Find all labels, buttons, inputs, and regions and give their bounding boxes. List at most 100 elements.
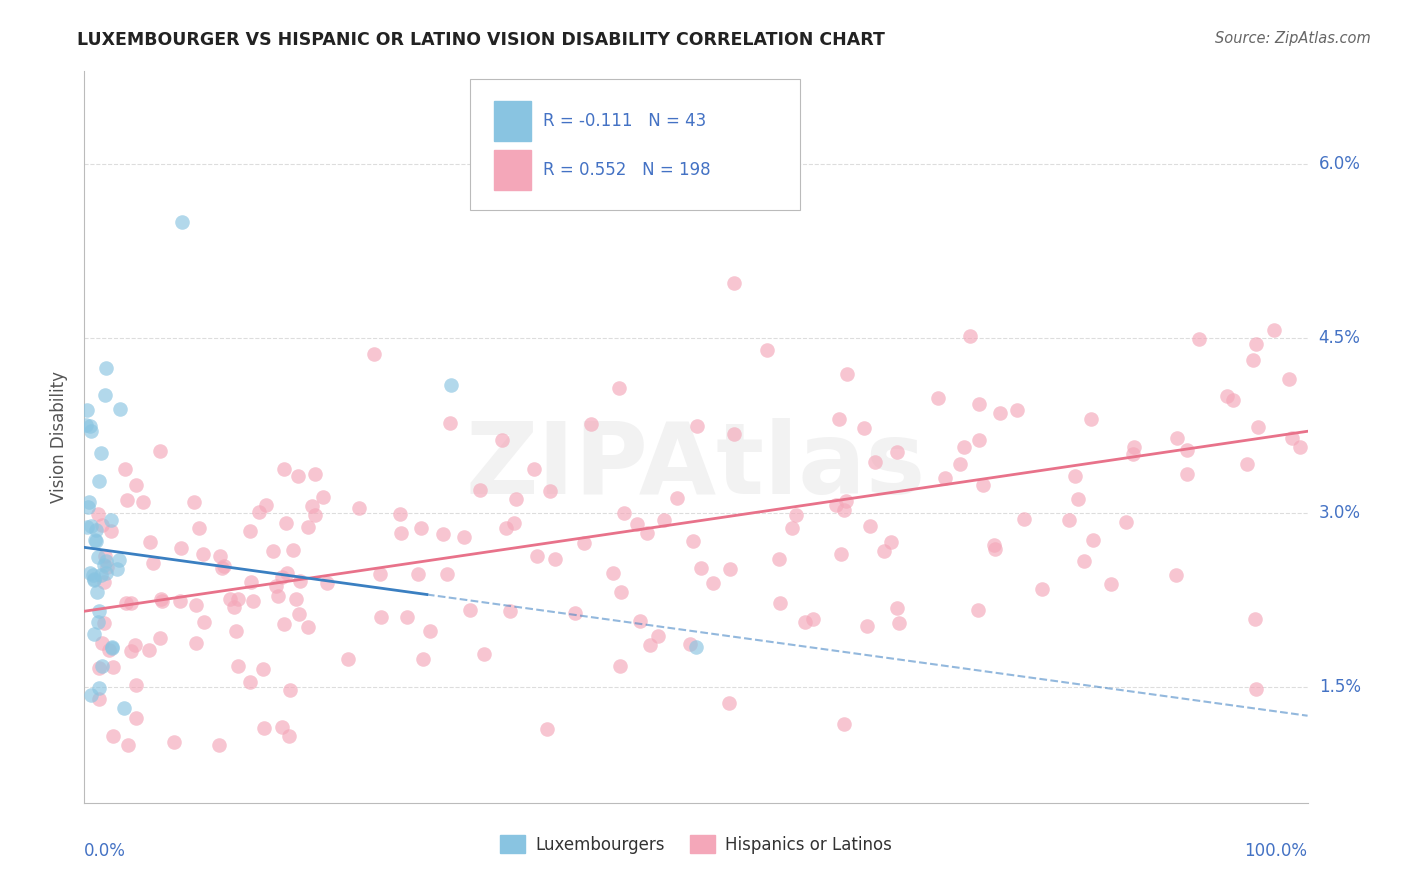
Point <box>1188 332 1211 346</box>
Point <box>768 552 790 566</box>
Point <box>828 412 851 426</box>
Point <box>647 629 669 643</box>
Point <box>301 499 323 513</box>
Point <box>1216 388 1239 402</box>
Point <box>83 572 105 586</box>
Point <box>108 401 131 416</box>
Point <box>222 600 245 615</box>
Text: ZIPAtlas: ZIPAtlas <box>465 417 927 515</box>
Point <box>79 495 101 509</box>
Point <box>120 596 142 610</box>
Point <box>880 535 903 549</box>
Point <box>274 516 297 531</box>
Point <box>267 589 290 603</box>
Point <box>389 507 412 521</box>
Point <box>304 508 326 523</box>
Point <box>316 575 339 590</box>
Point <box>91 518 114 533</box>
Point <box>1278 371 1301 385</box>
Point <box>254 499 277 513</box>
Point <box>837 367 859 381</box>
Point <box>209 549 232 563</box>
Point <box>666 491 689 505</box>
Point <box>1263 323 1285 337</box>
Point <box>396 610 419 624</box>
Point <box>609 381 631 395</box>
Text: 4.5%: 4.5% <box>1319 329 1361 347</box>
Point <box>626 516 648 531</box>
Point <box>886 445 908 459</box>
FancyBboxPatch shape <box>470 78 800 211</box>
Point <box>1123 440 1146 454</box>
Point <box>609 585 631 599</box>
Point <box>304 467 326 481</box>
Point <box>284 591 307 606</box>
Point <box>1115 515 1137 529</box>
Point <box>636 525 658 540</box>
Point <box>458 603 481 617</box>
Y-axis label: Vision Disability: Vision Disability <box>51 371 69 503</box>
Point <box>79 419 101 434</box>
Point <box>682 534 704 549</box>
Point <box>188 521 211 535</box>
Point <box>785 508 807 522</box>
Point <box>780 521 803 535</box>
Point <box>652 513 675 527</box>
Point <box>84 533 107 548</box>
Point <box>183 495 205 509</box>
Point <box>117 493 139 508</box>
Point <box>226 592 249 607</box>
Point <box>679 637 702 651</box>
Point <box>984 542 1007 557</box>
Point <box>90 567 112 582</box>
Point <box>142 556 165 570</box>
Point <box>98 643 121 657</box>
Point <box>193 547 215 561</box>
Point <box>852 420 875 434</box>
Point <box>436 567 458 582</box>
Point <box>572 536 595 550</box>
Point <box>830 547 852 561</box>
Point <box>79 566 101 580</box>
Point <box>120 643 142 657</box>
Point <box>288 607 311 621</box>
Point <box>138 642 160 657</box>
Point <box>75 418 97 433</box>
Point <box>972 477 994 491</box>
Point <box>368 567 391 582</box>
Point <box>638 638 661 652</box>
Text: Source: ZipAtlas.com: Source: ZipAtlas.com <box>1215 31 1371 46</box>
Point <box>1080 412 1102 426</box>
Point <box>273 461 295 475</box>
Point <box>859 518 882 533</box>
Point <box>453 530 475 544</box>
Point <box>832 717 855 731</box>
Point <box>214 558 236 573</box>
Point <box>87 604 110 618</box>
Point <box>717 696 740 710</box>
Point <box>287 468 309 483</box>
Point <box>873 543 896 558</box>
Point <box>115 597 138 611</box>
Point <box>131 494 153 508</box>
Point <box>526 549 548 563</box>
Point <box>239 524 262 539</box>
Point <box>83 627 105 641</box>
Point <box>270 570 292 584</box>
Point <box>609 658 631 673</box>
Point <box>87 661 110 675</box>
Point <box>389 525 412 540</box>
Point <box>240 574 263 589</box>
Point <box>124 638 146 652</box>
Point <box>108 553 131 567</box>
Point <box>93 558 115 572</box>
Point <box>87 550 110 565</box>
Point <box>363 347 385 361</box>
Point <box>370 610 392 624</box>
Point <box>1247 420 1270 434</box>
Point <box>84 523 107 537</box>
Point <box>1244 612 1267 626</box>
Point <box>1222 392 1244 407</box>
Point <box>959 329 981 343</box>
Point <box>87 507 110 521</box>
